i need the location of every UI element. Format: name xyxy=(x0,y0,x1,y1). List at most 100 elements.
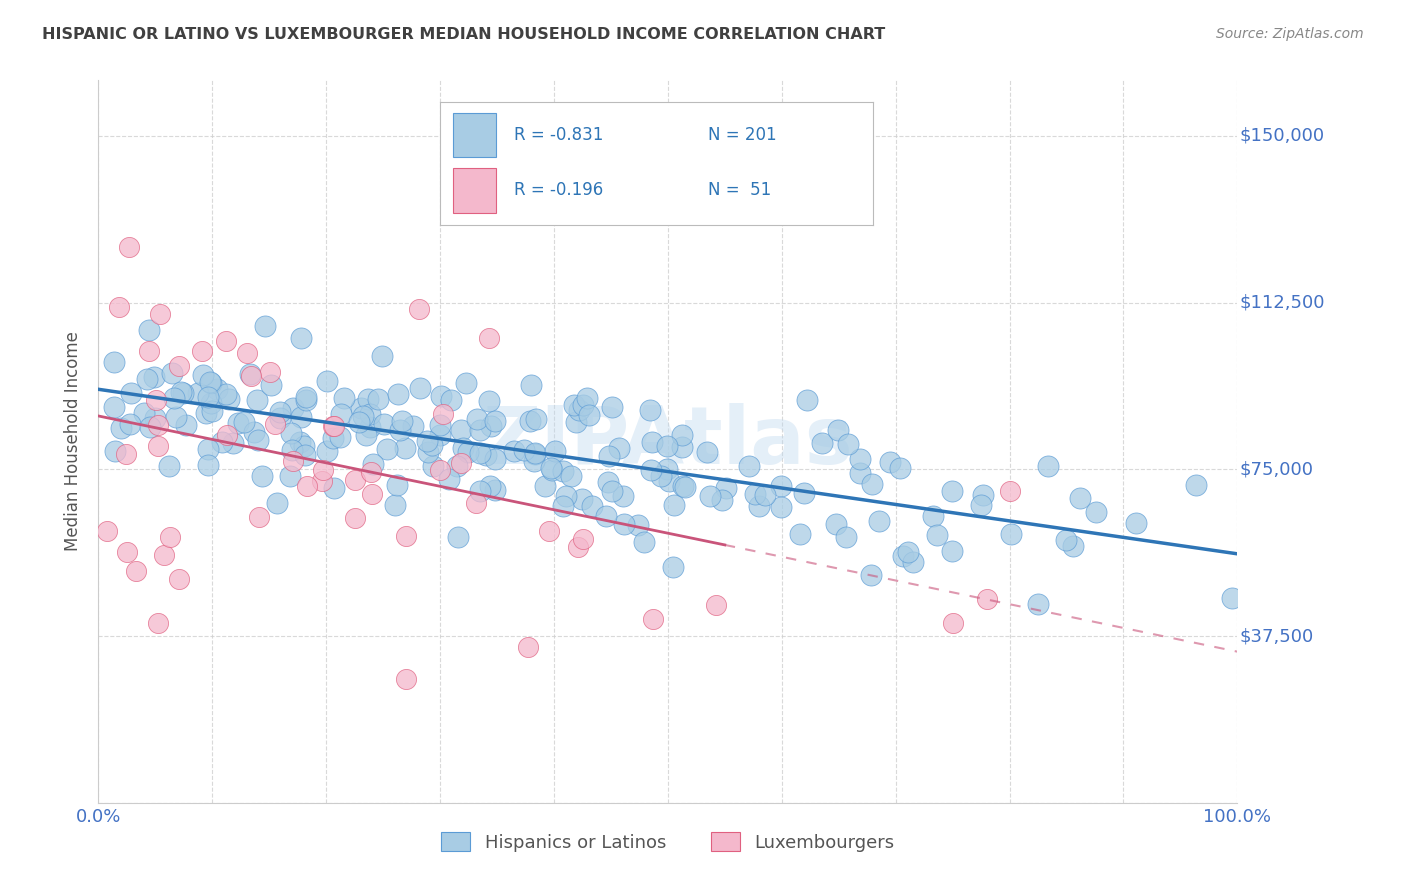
Point xyxy=(901,555,924,569)
Point xyxy=(789,527,811,541)
Point xyxy=(613,517,636,532)
Legend: Hispanics or Latinos, Luxembourgers: Hispanics or Latinos, Luxembourgers xyxy=(434,824,901,859)
Point xyxy=(103,355,125,369)
Text: Source: ZipAtlas.com: Source: ZipAtlas.com xyxy=(1216,27,1364,41)
Point xyxy=(281,454,304,468)
Point xyxy=(146,616,169,631)
Point xyxy=(215,387,238,401)
Point xyxy=(827,423,849,437)
Point xyxy=(581,500,603,514)
Point xyxy=(240,368,263,383)
Point xyxy=(329,408,352,422)
Point xyxy=(221,436,243,450)
Point xyxy=(699,489,721,503)
Point xyxy=(294,393,316,408)
Point xyxy=(575,391,598,405)
Point xyxy=(114,447,136,461)
Point xyxy=(146,439,169,453)
Point xyxy=(387,478,409,492)
Point xyxy=(526,412,548,426)
Point xyxy=(891,549,914,563)
Point xyxy=(998,484,1021,499)
Point xyxy=(641,435,664,450)
Point xyxy=(941,484,963,499)
Point xyxy=(662,559,685,574)
Point xyxy=(537,524,560,539)
Point xyxy=(387,386,409,401)
Point xyxy=(612,489,634,503)
Point xyxy=(976,591,998,606)
Point xyxy=(534,479,557,493)
Point xyxy=(217,428,239,442)
Point xyxy=(176,418,198,433)
Point xyxy=(465,412,488,426)
Point xyxy=(211,435,233,450)
Point xyxy=(671,427,693,442)
Point xyxy=(640,463,662,477)
Point xyxy=(323,418,346,433)
Point xyxy=(941,544,963,558)
Point xyxy=(278,469,301,483)
Point xyxy=(572,532,595,546)
Point xyxy=(172,386,194,401)
Point xyxy=(239,368,262,382)
Point xyxy=(942,616,965,631)
Point xyxy=(205,382,228,396)
Point xyxy=(769,479,792,493)
Point xyxy=(198,375,221,389)
Point xyxy=(568,403,591,417)
Point xyxy=(484,451,506,466)
Point xyxy=(281,443,304,458)
Point xyxy=(253,319,276,334)
Point xyxy=(269,404,291,418)
Point xyxy=(479,418,502,433)
Point xyxy=(600,400,623,414)
Point xyxy=(416,445,439,459)
Point xyxy=(1026,597,1049,611)
Point xyxy=(922,509,945,524)
Point xyxy=(149,307,172,321)
Point xyxy=(650,468,672,483)
Point xyxy=(793,486,815,500)
Point xyxy=(163,391,186,405)
Point xyxy=(321,431,343,445)
Point xyxy=(152,548,174,562)
Point xyxy=(110,421,132,435)
Point xyxy=(671,440,693,454)
Point xyxy=(1085,505,1108,519)
Point xyxy=(969,498,991,512)
Point xyxy=(1054,533,1077,547)
Point xyxy=(103,400,125,414)
Point xyxy=(357,392,380,406)
Point xyxy=(269,410,291,425)
Point xyxy=(361,486,384,500)
Point xyxy=(295,390,318,404)
Point xyxy=(360,465,382,479)
Point xyxy=(115,545,138,559)
Point xyxy=(157,459,180,474)
Point xyxy=(925,528,948,542)
Point xyxy=(562,398,585,412)
Point xyxy=(595,509,617,524)
Point xyxy=(429,428,451,442)
Point xyxy=(440,392,463,407)
Point xyxy=(475,448,498,462)
Point xyxy=(1063,540,1085,554)
Point xyxy=(432,407,454,421)
Point xyxy=(138,344,160,359)
Point xyxy=(104,443,127,458)
Point xyxy=(478,331,501,345)
Text: $112,500: $112,500 xyxy=(1240,293,1324,311)
Point xyxy=(259,377,281,392)
Point xyxy=(429,463,451,477)
Point xyxy=(247,433,270,447)
Point xyxy=(315,443,337,458)
Point xyxy=(193,368,215,382)
Point xyxy=(292,439,315,453)
Point xyxy=(516,640,538,654)
Point xyxy=(704,598,727,612)
Point xyxy=(429,418,451,433)
Point xyxy=(972,488,994,502)
Point xyxy=(266,496,288,510)
Point xyxy=(456,376,478,390)
